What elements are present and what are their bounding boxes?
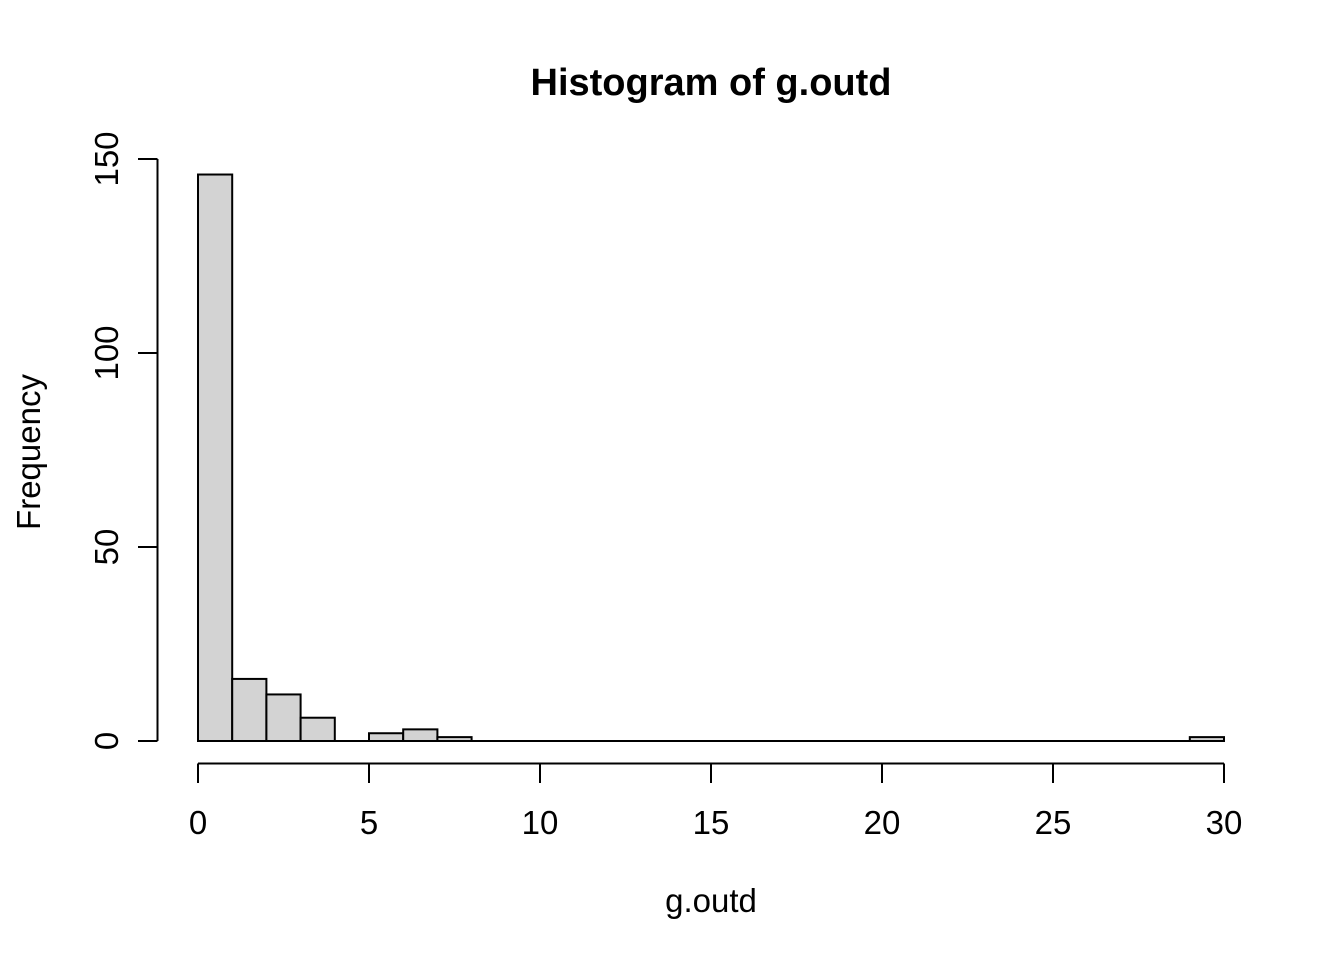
histogram-bar-5-6 — [368, 732, 405, 742]
x-tick-label-25: 25 — [1035, 804, 1072, 841]
x-axis: 0 5 10 15 20 25 30 — [189, 762, 1243, 841]
histogram-bar-0-1 — [197, 173, 234, 742]
x-tick-label-5: 5 — [360, 804, 378, 841]
x-axis-label: g.outd — [665, 882, 757, 919]
histogram-bar-6-7 — [402, 728, 439, 742]
histogram-bars — [197, 173, 1226, 743]
y-tick-label-150: 150 — [88, 131, 125, 186]
histogram-bar-29-30 — [1188, 736, 1226, 742]
histogram-bar-1-2 — [231, 677, 268, 742]
chart-title: Histogram of g.outd — [531, 62, 892, 104]
histogram-bar-7-8 — [436, 736, 473, 742]
x-tick-label-15: 15 — [693, 804, 730, 841]
x-tick-label-10: 10 — [522, 804, 559, 841]
histogram-bar-2-3 — [265, 693, 302, 743]
y-axis: 0 50 100 150 — [88, 131, 159, 750]
y-tick-label-100: 100 — [88, 325, 125, 380]
x-tick-label-20: 20 — [864, 804, 901, 841]
y-axis-label: Frequency — [10, 374, 47, 530]
histogram-bar-3-4 — [299, 716, 336, 742]
y-tick-label-0: 0 — [88, 732, 125, 750]
x-tick-label-30: 30 — [1206, 804, 1243, 841]
x-tick-label-0: 0 — [189, 804, 207, 841]
y-tick-label-50: 50 — [88, 529, 125, 566]
